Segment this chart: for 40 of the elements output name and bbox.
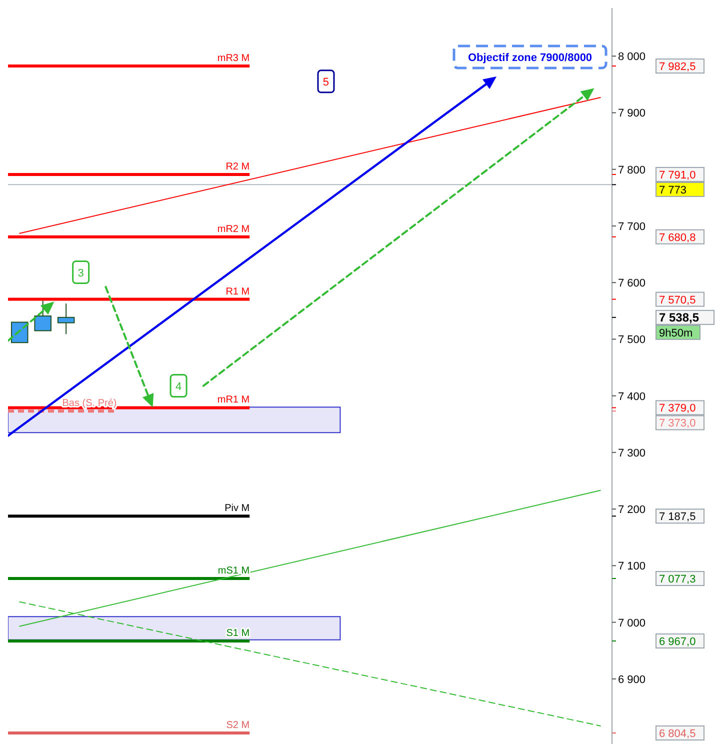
text: 7 680,8 [659, 232, 696, 244]
y-tick-label: 7 900 [618, 108, 646, 120]
text: 7 773 [659, 184, 687, 196]
y-tick-label: 7 200 [618, 504, 646, 516]
text: 6 804,5 [659, 728, 696, 740]
ref-line-label: Piv M [224, 503, 250, 514]
ref-line-label: mR3 M [217, 53, 250, 64]
ref-line-label: mR1 M [217, 394, 250, 406]
y-tick-label: 7 100 [618, 560, 646, 573]
y-tick-label: 7 400 [618, 390, 646, 403]
candlestick [57, 303, 75, 335]
y-tick-label: 6 900 [618, 674, 646, 686]
text: 7 379,0 [659, 402, 696, 415]
text: 6 967,0 [659, 636, 696, 648]
ref-line-label: R2 M [226, 161, 250, 172]
annotation: 4 [175, 380, 182, 393]
annotation: 3 [78, 267, 84, 280]
ref-line-label: mR2 M [217, 224, 250, 235]
y-tick-label: 7 800 [618, 164, 646, 176]
y-tick-label: 7 700 [618, 220, 646, 233]
annotation: Objectif zone 7900/8000 [468, 52, 592, 64]
candlestick [34, 300, 52, 332]
candlestick [10, 322, 28, 344]
y-tick-label: 7 500 [618, 334, 646, 346]
text: 9h50m [659, 327, 693, 340]
text: 7 570,5 [659, 294, 696, 306]
y-tick-label: 7 000 [618, 617, 646, 630]
text: 7 791,0 [659, 169, 696, 182]
y-tick-label: 7 600 [618, 278, 646, 290]
ref-line-label: S1 M [226, 628, 250, 639]
y-tick-label: 8 000 [618, 51, 646, 64]
text: 7 187,5 [659, 511, 696, 524]
ref-line-label: R1 M [226, 286, 250, 298]
text: 7 077,3 [659, 574, 696, 586]
annotation: 5 [322, 76, 330, 88]
text: 7 373,0 [659, 418, 696, 430]
ref-line-label: S2 M [226, 720, 250, 731]
text: 7 538,5 [659, 310, 700, 324]
text: 7 982,5 [659, 61, 696, 74]
y-tick-label: 7 300 [618, 447, 646, 460]
